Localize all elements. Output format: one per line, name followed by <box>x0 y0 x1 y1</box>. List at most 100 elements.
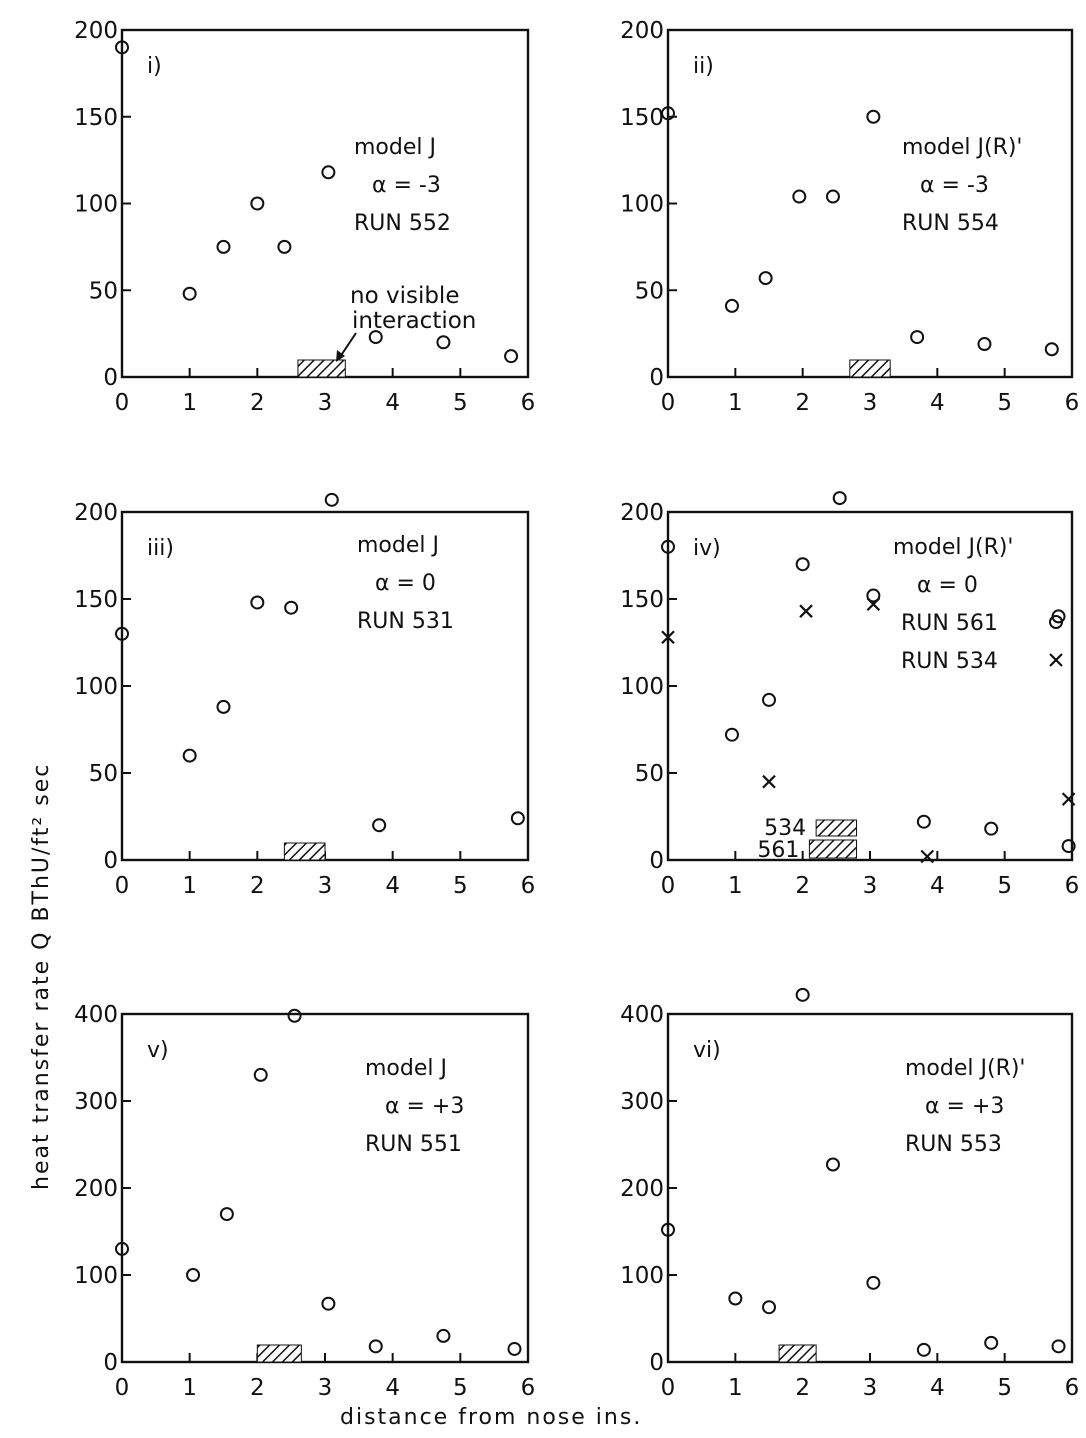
x-tick-label: 5 <box>997 873 1012 899</box>
note-pointer <box>339 332 357 358</box>
note-arrowhead <box>336 350 345 362</box>
y-tick-label: 300 <box>74 1089 118 1115</box>
interaction-zone-label: 534 <box>764 816 806 841</box>
data-point <box>661 539 675 554</box>
data-point <box>250 595 265 610</box>
y-tick-label: 150 <box>74 105 118 131</box>
data-point <box>977 337 992 352</box>
y-tick-label: 200 <box>74 18 118 44</box>
panel-annotation: RUN 553 <box>905 1132 1002 1157</box>
data-point-cross <box>866 597 881 611</box>
data-point <box>507 1341 522 1356</box>
data-point <box>287 1008 302 1023</box>
x-tick-label: 6 <box>521 390 536 416</box>
x-tick-label: 0 <box>661 390 676 416</box>
plot-frame <box>666 510 1074 862</box>
x-axis-title: distance from nose ins. <box>340 1405 642 1430</box>
legend-marker-cross <box>1049 653 1063 667</box>
data-point <box>661 106 675 121</box>
plot-frame <box>120 510 530 862</box>
interaction-zone <box>256 1344 302 1363</box>
data-point <box>762 692 776 707</box>
y-tick-label: 0 <box>649 848 664 874</box>
x-tick-label: 6 <box>1065 1375 1080 1401</box>
data-point <box>368 1339 383 1354</box>
panel-annotation: α = +3 <box>385 1094 464 1119</box>
data-point <box>1051 1339 1066 1354</box>
x-tick-label: 6 <box>521 1375 536 1401</box>
x-tick-label: 6 <box>521 873 536 899</box>
chart-panel-5: 0 1 2 3 4 5 6 0 100 200 300 400 v) model J α = +3 RUN 5… <box>74 1002 535 1401</box>
panel-label: ii) <box>693 54 714 79</box>
data-point <box>866 1275 881 1290</box>
data-point <box>436 1328 451 1343</box>
data-point <box>792 189 807 204</box>
y-tick-label: 0 <box>103 848 118 874</box>
data-point <box>795 557 810 572</box>
data-point-cross <box>661 630 675 645</box>
legend-entry: RUN 534 <box>901 649 998 674</box>
data-point-cross <box>762 774 776 789</box>
x-tick-label: 5 <box>453 873 468 899</box>
panel-annotation: model J <box>365 1056 447 1081</box>
panel-annotation: α = 0 <box>917 573 978 598</box>
panel-annotation: RUN 551 <box>365 1132 462 1157</box>
panel-annotation: model J(R)' <box>902 135 1022 160</box>
y-tick-label: 150 <box>620 105 664 131</box>
x-tick-label: 1 <box>182 1375 197 1401</box>
plot-frame <box>666 28 1074 379</box>
x-tick-label: 4 <box>930 873 945 899</box>
legend-entry: RUN 561 <box>901 611 998 636</box>
x-tick-label: 2 <box>795 873 810 899</box>
data-point <box>724 727 739 742</box>
x-tick-label: 2 <box>250 390 265 416</box>
x-tick-label: 4 <box>930 1375 945 1401</box>
panel-annotation: model J(R)' <box>893 535 1013 560</box>
data-point <box>277 239 292 254</box>
x-tick-label: 1 <box>728 390 743 416</box>
x-tick-label: 4 <box>385 1375 400 1401</box>
x-tick-label: 0 <box>661 873 676 899</box>
x-tick-label: 6 <box>1065 873 1080 899</box>
panel-annotation: model J(R)' <box>905 1056 1025 1081</box>
y-tick-label: 0 <box>649 365 664 391</box>
y-tick-label: 50 <box>89 761 118 787</box>
data-point <box>728 1291 743 1306</box>
interaction-zone <box>815 819 858 837</box>
data-point <box>250 196 265 211</box>
data-point <box>1044 342 1059 357</box>
panel-annotation: RUN 554 <box>902 211 999 236</box>
y-tick-label: 100 <box>74 674 118 700</box>
y-axis-title: heat transfer rate Q BThU/ft² sec <box>29 763 54 1190</box>
x-tick-label: 3 <box>318 390 333 416</box>
y-tick-label: 300 <box>620 1089 664 1115</box>
chart-panel-1: 0 1 2 3 4 5 6 0 50 100 150 200 i) model J α = -3 RUN 55… <box>74 18 535 416</box>
x-tick-label: 4 <box>385 390 400 416</box>
y-tick-label: 200 <box>74 500 118 526</box>
data-point-cross <box>920 849 935 864</box>
x-tick-label: 5 <box>997 1375 1012 1401</box>
x-tick-label: 3 <box>318 1375 333 1401</box>
panel-label: vi) <box>693 1038 721 1063</box>
x-tick-label: 2 <box>250 1375 265 1401</box>
x-tick-label: 0 <box>661 1375 676 1401</box>
data-point <box>182 748 197 763</box>
data-point <box>368 330 383 345</box>
panel-annotation: model J <box>357 533 439 558</box>
panel-label: v) <box>147 1038 169 1063</box>
y-tick-label: 0 <box>103 365 118 391</box>
data-point <box>762 1300 776 1315</box>
data-point <box>910 330 925 345</box>
x-tick-label: 0 <box>115 1375 130 1401</box>
chart-panel-3: 0 1 2 3 4 5 6 0 50 100 150 200 iii) model J α = 0 RUN 5… <box>74 492 536 899</box>
y-tick-label: 0 <box>649 1350 664 1376</box>
data-point <box>510 811 525 826</box>
y-tick-label: 400 <box>620 1002 664 1028</box>
panel-annotation: RUN 531 <box>357 609 454 634</box>
interaction-zone <box>808 839 858 859</box>
x-tick-label: 3 <box>318 873 333 899</box>
chart-panel-2: 0 1 2 3 4 5 6 0 50 100 150 200 ii) model J(R)' α = -3 R… <box>620 18 1079 416</box>
data-point <box>284 600 299 615</box>
